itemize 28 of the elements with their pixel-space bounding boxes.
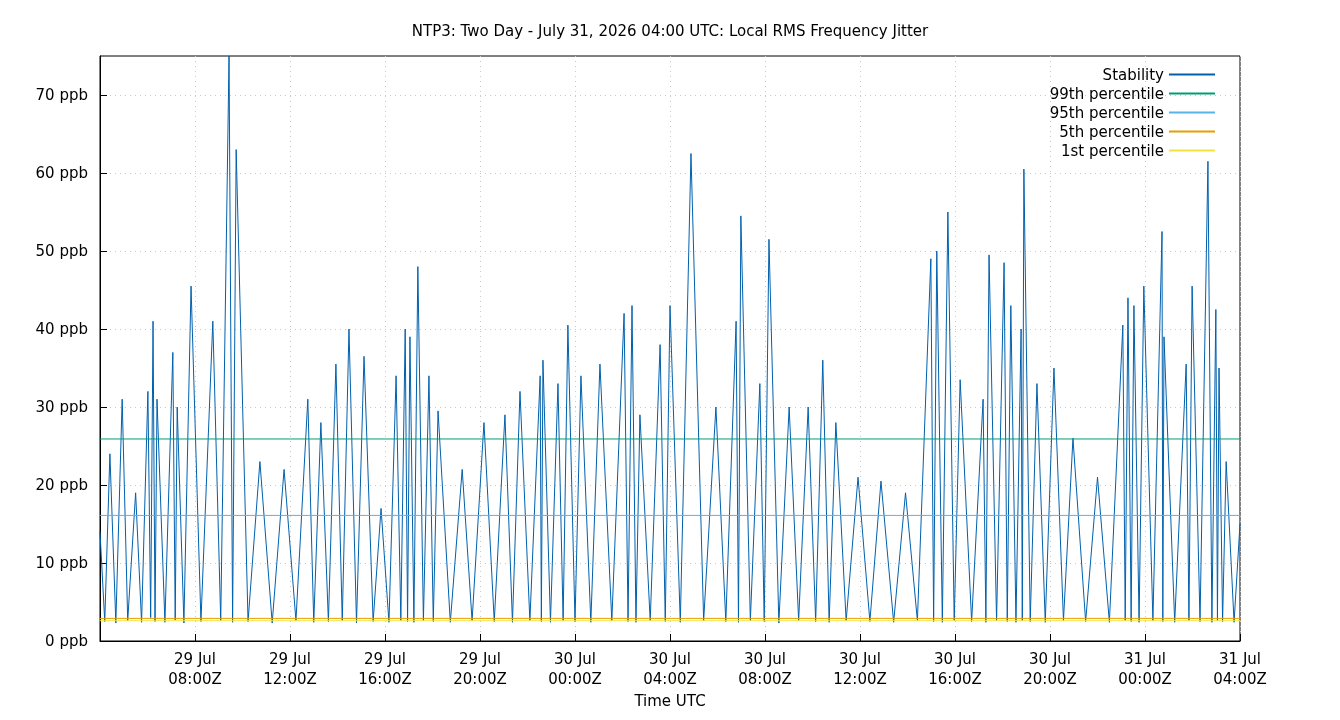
- x-tick-label: 31 Jul 00:00Z: [1118, 650, 1172, 688]
- y-tick-label: 20 ppb: [35, 476, 88, 494]
- y-tick-label: 70 ppb: [35, 86, 88, 104]
- legend-label: Stability: [1102, 65, 1165, 84]
- x-tick-label: 29 Jul 12:00Z: [263, 650, 317, 688]
- x-tick-label: 30 Jul 12:00Z: [833, 650, 887, 688]
- x-tick-label: 30 Jul 16:00Z: [928, 650, 982, 688]
- y-tick-label: 40 ppb: [35, 320, 88, 338]
- x-tick-label: 30 Jul 08:00Z: [738, 650, 792, 688]
- x-axis-title: Time UTC: [633, 692, 706, 711]
- x-tick-label: 29 Jul 08:00Z: [168, 650, 222, 688]
- line-series: [99, 55, 1241, 624]
- x-tick-label: 30 Jul 04:00Z: [643, 650, 697, 688]
- chart-title: NTP3: Two Day - July 31, 2026 04:00 UTC: Local RMS Frequency Jitter: [411, 21, 930, 40]
- x-tick-label: 29 Jul 20:00Z: [453, 650, 507, 688]
- y-tick-label: 60 ppb: [35, 164, 88, 182]
- x-tick-label: 31 Jul 04:00Z: [1213, 650, 1267, 688]
- legend-label: 99th percentile: [1049, 84, 1164, 103]
- y-tick-label: 30 ppb: [35, 398, 88, 416]
- x-tick-label: 29 Jul 16:00Z: [358, 650, 412, 688]
- x-tick-label: 30 Jul 00:00Z: [548, 650, 602, 688]
- y-tick-label: 50 ppb: [35, 242, 88, 260]
- legend-label: 95th percentile: [1049, 103, 1164, 122]
- legend-label: 1st percentile: [1060, 141, 1164, 160]
- x-tick-label: 30 Jul 20:00Z: [1023, 650, 1077, 688]
- y-tick-label: 10 ppb: [35, 554, 88, 572]
- legend-label: 5th percentile: [1059, 122, 1164, 141]
- y-tick-label: 0 ppb: [45, 632, 88, 650]
